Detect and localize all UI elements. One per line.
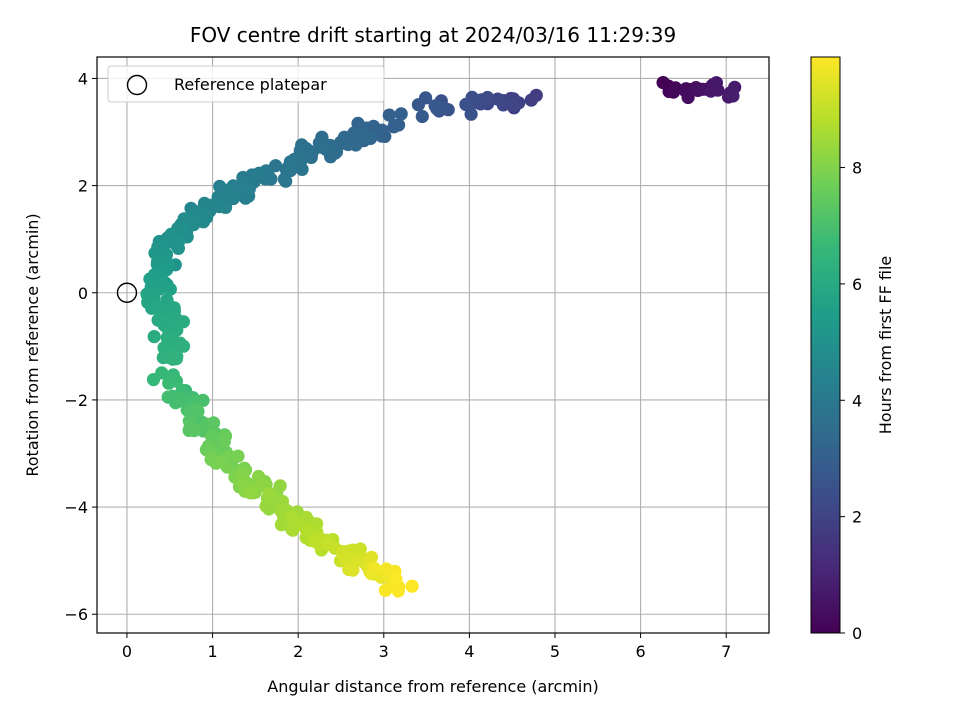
data-point (411, 98, 425, 112)
x-tick-label: 7 (721, 642, 731, 661)
data-point (363, 131, 378, 145)
data-point (681, 90, 695, 105)
colorbar-tick-label: 4 (852, 391, 862, 410)
data-point (341, 137, 355, 152)
data-point (223, 186, 237, 200)
x-axis-ticks: 0 1 2 3 4 5 6 7 (122, 633, 731, 661)
data-point (259, 499, 273, 513)
y-tick-label: −4 (64, 498, 88, 517)
data-point (367, 561, 382, 576)
data-point (524, 93, 538, 107)
data-point (273, 479, 287, 493)
data-point (459, 97, 473, 111)
data-point (323, 537, 337, 551)
colorbar-tick-label: 6 (852, 275, 862, 294)
legend: Reference platepar (107, 65, 385, 103)
data-point (491, 92, 505, 106)
data-point (666, 85, 681, 99)
data-point (162, 376, 176, 390)
data-points (140, 76, 742, 598)
plot-frame (96, 56, 770, 634)
colorbar-tick-label: 0 (852, 624, 862, 643)
data-point (284, 511, 299, 525)
colorbar (810, 56, 841, 634)
y-tick-label: 0 (78, 284, 88, 303)
data-point (375, 129, 389, 143)
data-point (171, 392, 185, 406)
data-point (147, 330, 161, 344)
data-point (394, 107, 408, 121)
x-tick-label: 6 (635, 642, 645, 661)
data-point (295, 162, 309, 176)
legend-box (107, 65, 385, 103)
y-tick-label: −6 (64, 605, 88, 624)
data-point (279, 174, 293, 188)
data-point (148, 299, 162, 313)
x-tick-label: 2 (293, 642, 303, 661)
data-point (244, 486, 258, 500)
data-point (262, 487, 276, 501)
data-point (163, 282, 177, 296)
y-tick-label: 2 (78, 177, 88, 196)
grid (97, 57, 769, 633)
data-point (217, 434, 231, 449)
data-point (415, 109, 429, 124)
data-point (155, 366, 169, 380)
y-tick-label: −2 (64, 391, 88, 410)
colorbar-tick-label: 2 (852, 508, 862, 527)
reference-platepar-point (116, 282, 138, 303)
y-axis-label: Rotation from reference (arcmin) (23, 213, 42, 476)
x-tick-label: 4 (464, 642, 474, 661)
data-point (191, 404, 205, 418)
data-point (428, 99, 442, 113)
data-point (284, 157, 298, 171)
y-axis-ticks: −6 −4 −2 0 2 4 (64, 69, 97, 624)
data-point (274, 518, 288, 532)
y-tick-label: 4 (78, 69, 88, 88)
chart-title: FOV centre drift starting at 2024/03/16 … (190, 23, 676, 47)
data-point (464, 107, 478, 121)
data-point (207, 416, 221, 430)
colorbar-ticks: 0 2 4 6 8 (840, 159, 862, 643)
data-point (176, 339, 191, 353)
colorbar-label: Hours from first FF file (876, 256, 895, 435)
x-tick-label: 5 (550, 642, 560, 661)
x-tick-label: 3 (379, 642, 389, 661)
data-point (252, 166, 266, 180)
data-point (214, 454, 229, 469)
legend-marker-icon (126, 74, 148, 96)
data-point (405, 579, 419, 593)
data-point (506, 98, 520, 112)
data-point (166, 352, 180, 366)
legend-entry: Reference platepar (174, 75, 327, 94)
colorbar-tick-label: 8 (852, 159, 862, 178)
data-point (174, 223, 188, 237)
data-point (172, 235, 186, 249)
data-point (389, 572, 403, 586)
data-point (231, 449, 245, 463)
data-point (382, 108, 396, 122)
data-point (353, 127, 367, 141)
data-point (187, 424, 201, 438)
data-point (387, 120, 401, 134)
data-point (391, 584, 405, 598)
x-tick-label: 0 (122, 642, 132, 661)
data-point (346, 563, 360, 577)
data-point (726, 89, 740, 103)
data-point (378, 583, 392, 597)
data-point (709, 76, 724, 90)
x-tick-label: 1 (207, 642, 217, 661)
x-axis-label: Angular distance from reference (arcmin) (267, 677, 598, 696)
data-point (364, 550, 379, 564)
reference-marker (116, 282, 138, 303)
